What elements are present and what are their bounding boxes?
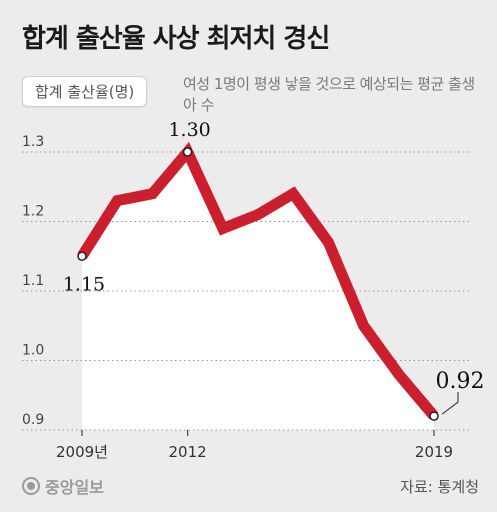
- x-tick-label: 2009년: [56, 443, 108, 461]
- data-point: [221, 227, 224, 230]
- publisher-logo: 중앙일보: [22, 474, 104, 498]
- data-label: 1.15: [63, 273, 105, 295]
- source-note: 자료: 통계청: [400, 478, 479, 496]
- y-tick-label: 0.9: [22, 412, 44, 428]
- data-point: [292, 192, 295, 195]
- data-point: [327, 241, 330, 244]
- label-leader: [441, 392, 459, 415]
- data-point: [151, 192, 154, 195]
- chart-title: 합계 출산율 사상 최저치 경신: [22, 24, 330, 54]
- y-tick-label: 1.0: [22, 343, 44, 359]
- data-label: 0.92: [436, 369, 485, 394]
- unit-note: 여성 1명이 평생 낳을 것으로 예상되는 평균 출생아 수: [183, 75, 475, 114]
- unit-label: 합계 출산율(명): [22, 76, 148, 107]
- y-tick-label: 1.1: [22, 273, 44, 289]
- x-tick-label: 2019: [415, 443, 453, 461]
- data-point: [116, 199, 119, 202]
- data-label: 1.30: [168, 119, 210, 141]
- data-point: [77, 251, 87, 261]
- data-point: [397, 373, 400, 376]
- x-tick-label: 2012: [169, 443, 207, 461]
- data-point: [182, 147, 193, 157]
- y-tick-label: 1.2: [22, 204, 44, 220]
- data-point: [429, 411, 439, 421]
- logo-circle-icon: [22, 477, 40, 495]
- y-tick-label: 1.3: [22, 134, 44, 150]
- data-point: [362, 324, 365, 327]
- data-point: [257, 213, 259, 216]
- logo-text: 중앙일보: [45, 478, 104, 497]
